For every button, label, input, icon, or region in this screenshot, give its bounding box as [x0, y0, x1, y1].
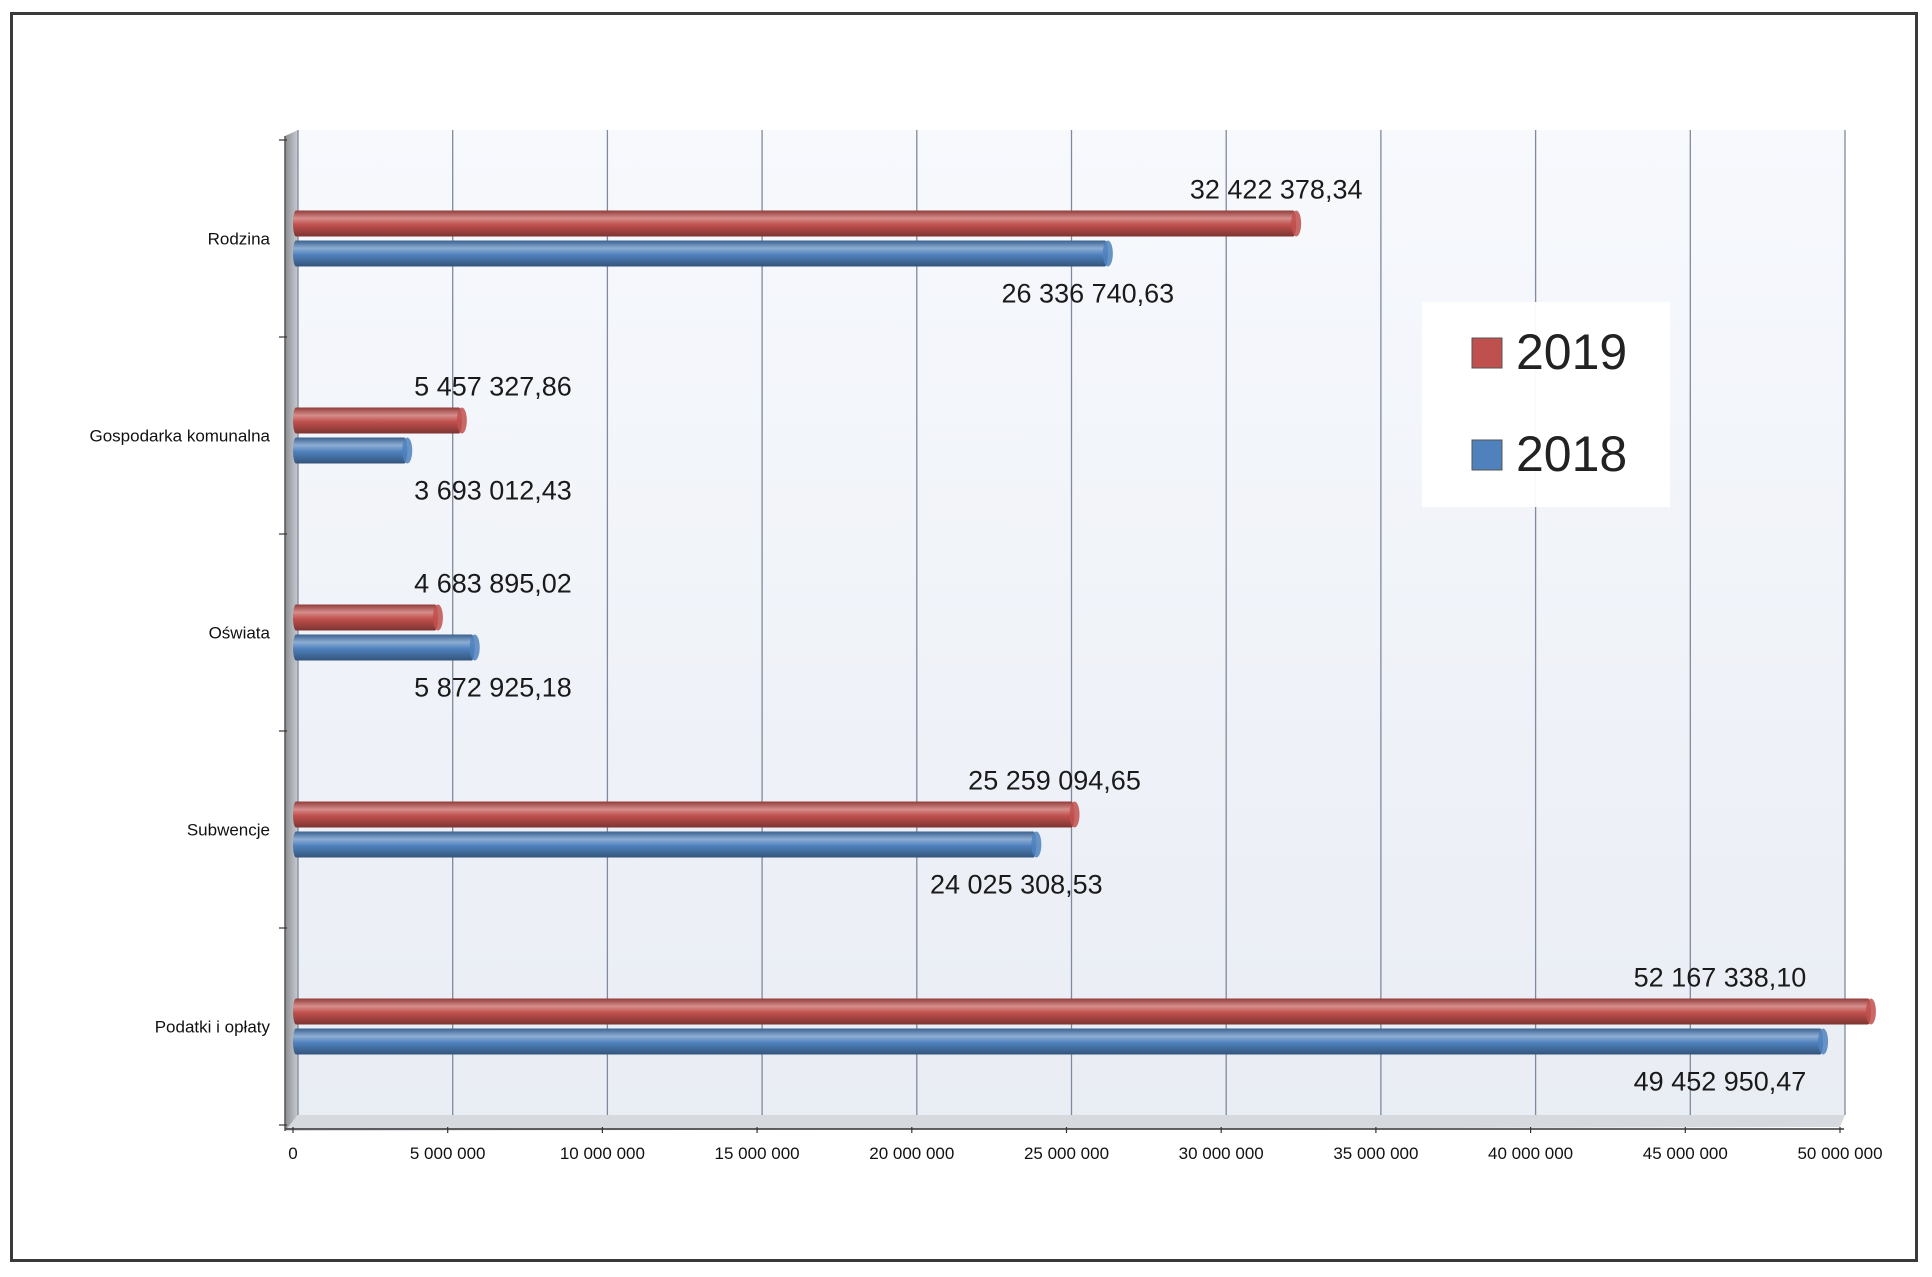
- x-tick-label: 45 000 000: [1643, 1144, 1728, 1163]
- x-tick-label: 20 000 000: [869, 1144, 954, 1163]
- data-label-podatki-i-oplaty-2018: 49 452 950,47: [1634, 1067, 1807, 1097]
- legend-swatch-2019: [1471, 337, 1503, 369]
- legend-swatch-2018: [1471, 439, 1503, 471]
- data-label-subwencje-2019: 25 259 094,65: [968, 766, 1141, 796]
- data-label-gospodarka-komunalna-2019: 5 457 327,86: [414, 372, 572, 402]
- bar-rodzina-2019: [293, 210, 1297, 237]
- category-label-rodzina: Rodzina: [208, 230, 271, 249]
- x-tick-labels: 0 5 000 000 10 000 000 15 000 000 20 000 000…: [288, 1144, 1882, 1163]
- bar-cap-rodzina-2019: [1291, 210, 1302, 237]
- category-label-podatki-i-oplaty: Podatki i opłaty: [155, 1018, 271, 1037]
- x-tick-label: 10 000 000: [560, 1144, 645, 1163]
- category-labels: Podatki i opłaty Subwencje Oświata Gospodar…: [89, 230, 270, 1037]
- legend-box: [1422, 302, 1670, 507]
- bars: [293, 210, 1876, 1055]
- bar-cap-subwencje-2018: [1031, 831, 1042, 858]
- data-label-rodzina-2019: 32 422 378,34: [1190, 175, 1363, 205]
- category-label-oswiata: Oświata: [209, 624, 271, 643]
- bar-cap-rodzina-2018: [1102, 240, 1113, 267]
- category-label-subwencje: Subwencje: [187, 821, 270, 840]
- bar-oswiata-2018: [293, 634, 475, 661]
- x-tick-label: 5 000 000: [410, 1144, 486, 1163]
- legend-label-2018: 2018: [1516, 426, 1627, 482]
- bar-cap-gospodarka-komunalna-2018: [402, 437, 413, 464]
- data-label-rodzina-2018: 26 336 740,63: [1002, 279, 1175, 309]
- data-label-oswiata-2019: 4 683 895,02: [414, 569, 572, 599]
- legend-label-2019: 2019: [1516, 324, 1627, 380]
- category-label-gospodarka-komunalna: Gospodarka komunalna: [89, 427, 270, 446]
- bar-cap-oswiata-2018: [469, 634, 480, 661]
- x-tick-label: 40 000 000: [1488, 1144, 1573, 1163]
- bar-rodzina-2018: [293, 240, 1108, 267]
- bar-subwencje-2019: [293, 801, 1075, 828]
- data-label-gospodarka-komunalna-2018: 3 693 012,43: [414, 476, 572, 506]
- data-label-subwencje-2018: 24 025 308,53: [930, 870, 1103, 900]
- legend: 2019 2018: [1422, 302, 1670, 507]
- bar-cap-oswiata-2019: [432, 604, 443, 631]
- x-tick-label: 30 000 000: [1179, 1144, 1264, 1163]
- plot-side-wall: [285, 130, 298, 1131]
- axes: [279, 136, 1844, 1133]
- data-label-podatki-i-oplaty-2019: 52 167 338,10: [1634, 963, 1807, 993]
- x-tick-label: 35 000 000: [1333, 1144, 1418, 1163]
- bar-gospodarka-komunalna-2019: [293, 407, 462, 434]
- bar-cap-podatki-i-oplaty-2019: [1865, 998, 1876, 1025]
- data-labels: 52 167 338,10 49 452 950,47 25 259 094,65 2…: [414, 175, 1806, 1097]
- bar-gospodarka-komunalna-2018: [293, 437, 408, 464]
- bar-subwencje-2018: [293, 831, 1037, 858]
- x-tick-label: 0: [288, 1144, 297, 1163]
- bar-podatki-i-oplaty-2018: [293, 1028, 1824, 1055]
- x-tick-label: 15 000 000: [715, 1144, 800, 1163]
- bar-oswiata-2019: [293, 604, 438, 631]
- data-label-oswiata-2018: 5 872 925,18: [414, 673, 572, 703]
- bar-cap-podatki-i-oplaty-2018: [1818, 1028, 1829, 1055]
- x-tick-label: 50 000 000: [1797, 1144, 1882, 1163]
- x-tick-label: 25 000 000: [1024, 1144, 1109, 1163]
- plot-floor: [285, 1115, 1845, 1131]
- bar-podatki-i-oplaty-2019: [293, 998, 1871, 1025]
- bar-cap-subwencje-2019: [1069, 801, 1080, 828]
- bar-cap-gospodarka-komunalna-2019: [456, 407, 467, 434]
